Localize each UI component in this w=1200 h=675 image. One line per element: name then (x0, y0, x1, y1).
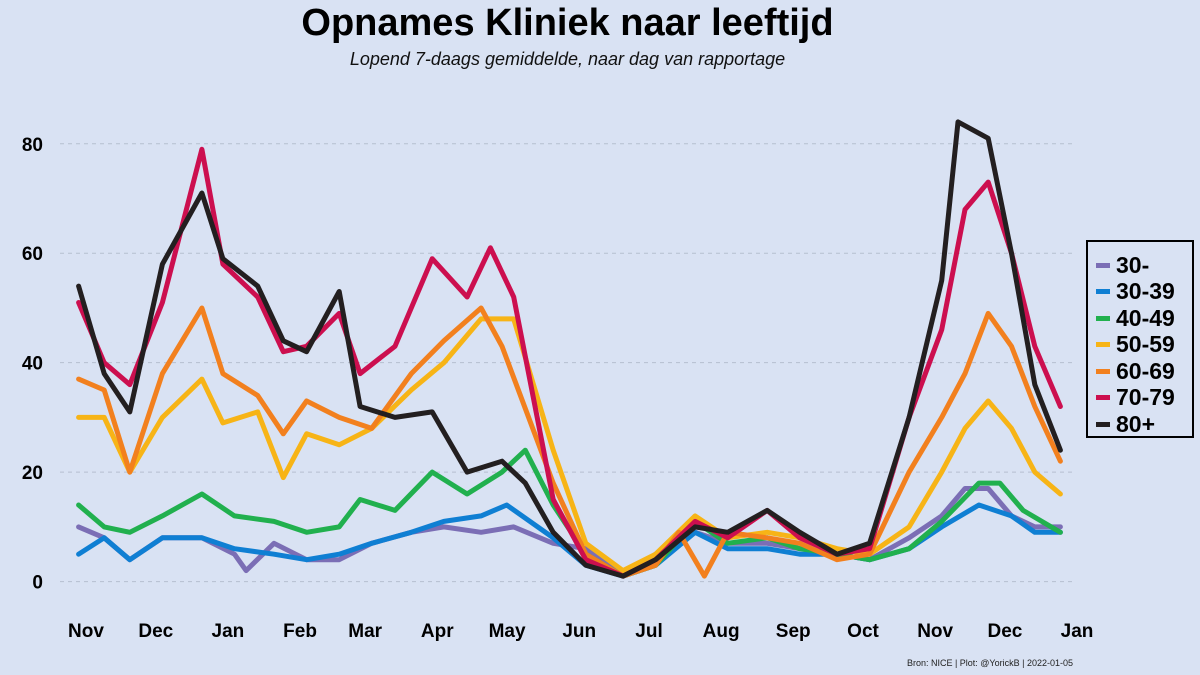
x-tick-label: Aug (703, 621, 740, 642)
x-tick-label: Nov (917, 621, 953, 642)
x-tick-label: Dec (988, 621, 1023, 642)
legend-item: 30-39 (1096, 278, 1192, 306)
series-line-50-59 (76, 316, 1063, 574)
x-tick-label: Dec (138, 621, 173, 642)
legend-item: 70-79 (1096, 384, 1192, 412)
series-line-70-79 (76, 146, 1063, 579)
x-tick-label: Jul (635, 621, 662, 642)
y-tick-label: 0 (32, 573, 43, 594)
legend-item: 80+ (1096, 411, 1192, 438)
series-line-40-49 (76, 447, 1063, 579)
x-tick-label: Oct (847, 621, 879, 642)
legend-item: 30- (1096, 252, 1192, 279)
x-axis: Nov Dec Jan Feb Mar Apr May Jun Jul Aug Sep Oct Nov D… (68, 621, 1093, 642)
legend-swatch (1096, 315, 1110, 321)
legend-swatch (1096, 342, 1110, 348)
legend-label: 50-59 (1116, 331, 1175, 358)
x-tick-label: Apr (421, 621, 454, 642)
y-axis: 0 20 40 60 80 (22, 135, 43, 594)
legend-label: 30- (1116, 251, 1150, 278)
legend-label: 60-69 (1116, 357, 1175, 384)
legend-swatch (1096, 368, 1110, 374)
legend-item: 50-59 (1096, 331, 1192, 359)
legend-label: 80+ (1116, 410, 1156, 437)
x-tick-label: Jan (212, 621, 245, 642)
series-line-60-69 (76, 305, 1063, 579)
legend-label: 70-79 (1116, 384, 1175, 411)
y-tick-label: 60 (22, 244, 43, 265)
x-tick-label: Mar (348, 621, 382, 642)
legend-swatch (1096, 421, 1110, 427)
grid-lines (60, 143, 1072, 583)
legend-swatch (1096, 289, 1110, 295)
legend-swatch (1096, 395, 1110, 401)
legend-swatch (1096, 262, 1110, 268)
legend: 30- 30-39 40-49 50-59 60-69 70-79 80+ (1086, 240, 1194, 438)
y-tick-label: 80 (22, 135, 43, 156)
y-tick-label: 40 (22, 354, 43, 375)
chart-title: Opnames Kliniek naar leeftijd (301, 2, 834, 44)
source-note: Bron: NICE | Plot: @YorickB | 2022-01-05 (906, 658, 1073, 668)
x-tick-label: Feb (283, 621, 317, 642)
legend-item: 40-49 (1096, 305, 1192, 332)
x-tick-label: May (489, 621, 526, 642)
series-lines (76, 119, 1063, 579)
x-tick-label: Nov (68, 621, 104, 642)
legend-label: 40-49 (1116, 304, 1175, 331)
series-line-80-under (76, 119, 1063, 579)
x-tick-label: Jun (562, 621, 596, 642)
chart-subtitle: Lopend 7-daags gemiddelde, naar dag van … (349, 49, 786, 69)
x-tick-label: Jan (1061, 621, 1094, 642)
legend-label: 30-39 (1116, 278, 1175, 305)
y-tick-label: 20 (22, 463, 43, 484)
x-tick-label: Sep (776, 621, 811, 642)
legend-item: 60-69 (1096, 358, 1192, 385)
